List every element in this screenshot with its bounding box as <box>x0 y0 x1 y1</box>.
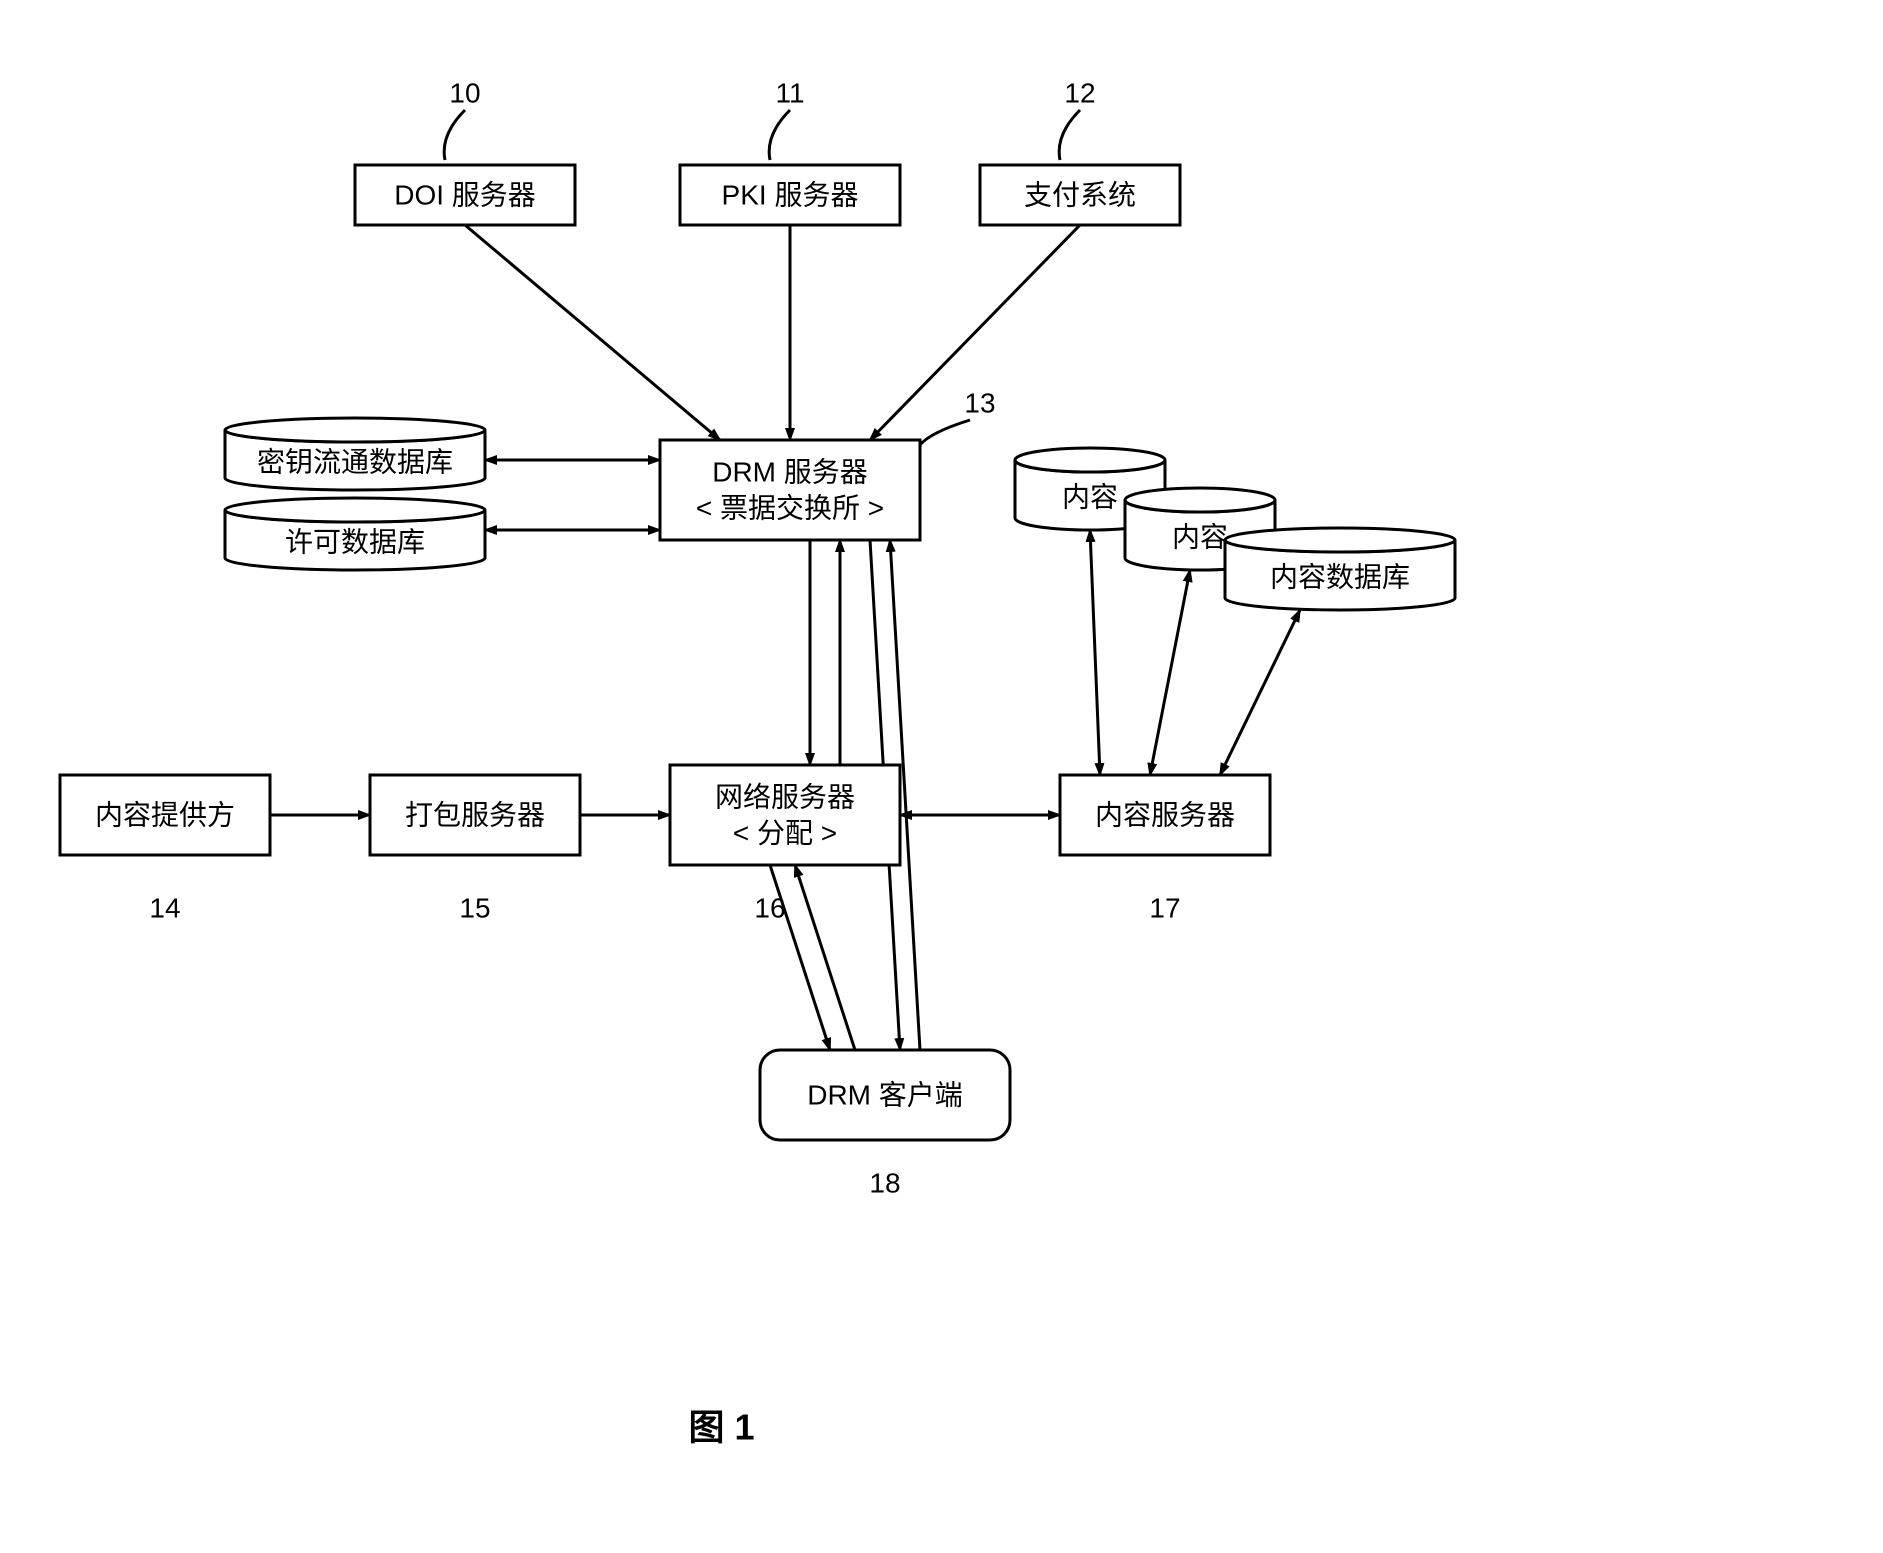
licdb-cylinder: 许可数据库 <box>225 498 485 570</box>
pki-box: PKI 服务器 <box>680 165 900 225</box>
web-label1: 网络服务器 <box>715 781 855 812</box>
client-box: DRM 客户端 <box>760 1050 1010 1140</box>
drm-refnum: 13 <box>964 387 995 418</box>
keydb-label: 密钥流通数据库 <box>257 446 453 477</box>
web-box: 网络服务器 < 分配 > <box>670 765 900 865</box>
edge-num12leader <box>1059 110 1080 160</box>
pack-label1: 打包服务器 <box>405 799 545 830</box>
pay-box: 支付系统 <box>980 165 1180 225</box>
cdb-cylinder: 内容数据库 <box>1225 528 1455 610</box>
drm-label2: < 票据交换所 > <box>696 492 884 523</box>
edge-doi_bottom <box>465 225 720 440</box>
cdb-label: 内容数据库 <box>1270 561 1410 592</box>
drm-label1: DRM 服务器 <box>712 456 868 487</box>
pay-refnum: 12 <box>1064 77 1095 108</box>
client-label1: DRM 客户端 <box>807 1079 963 1110</box>
provider-box: 内容提供方 <box>60 775 270 855</box>
pay-label1: 支付系统 <box>1024 179 1136 210</box>
edge-cdb_content <box>1220 610 1300 775</box>
provider-refnum: 14 <box>149 892 180 923</box>
figure-caption: 图 1 <box>688 1407 754 1448</box>
pki-refnum: 11 <box>775 77 804 108</box>
client-refnum: 18 <box>869 1167 900 1198</box>
diagram-canvas: 内容内容内容数据库密钥流通数据库许可数据库DOI 服务器PKI 服务器支付系统D… <box>0 0 1883 1553</box>
c2-label: 内容 <box>1172 521 1228 552</box>
doi-refnum: 10 <box>449 77 480 108</box>
edge-web_client_r <box>795 865 855 1050</box>
edge-c1_content <box>1090 530 1100 775</box>
pack-refnum: 15 <box>459 892 490 923</box>
doi-label1: DOI 服务器 <box>394 179 536 210</box>
content-label1: 内容服务器 <box>1095 799 1235 830</box>
doi-box: DOI 服务器 <box>355 165 575 225</box>
edge-num13leader <box>920 420 970 445</box>
pki-label1: PKI 服务器 <box>722 179 859 210</box>
keydb-cylinder: 密钥流通数据库 <box>225 418 485 490</box>
provider-label1: 内容提供方 <box>95 799 235 830</box>
edge-num11leader <box>769 110 790 160</box>
edge-c2_content <box>1150 570 1190 775</box>
c1-label: 内容 <box>1062 481 1118 512</box>
content-box: 内容服务器 <box>1060 775 1270 855</box>
web-refnum: 16 <box>754 892 785 923</box>
content-refnum: 17 <box>1149 892 1180 923</box>
edge-num10leader <box>444 110 465 160</box>
licdb-label: 许可数据库 <box>285 526 425 557</box>
pack-box: 打包服务器 <box>370 775 580 855</box>
web-label2: < 分配 > <box>733 817 837 848</box>
drm-box: DRM 服务器 < 票据交换所 > <box>660 440 920 540</box>
